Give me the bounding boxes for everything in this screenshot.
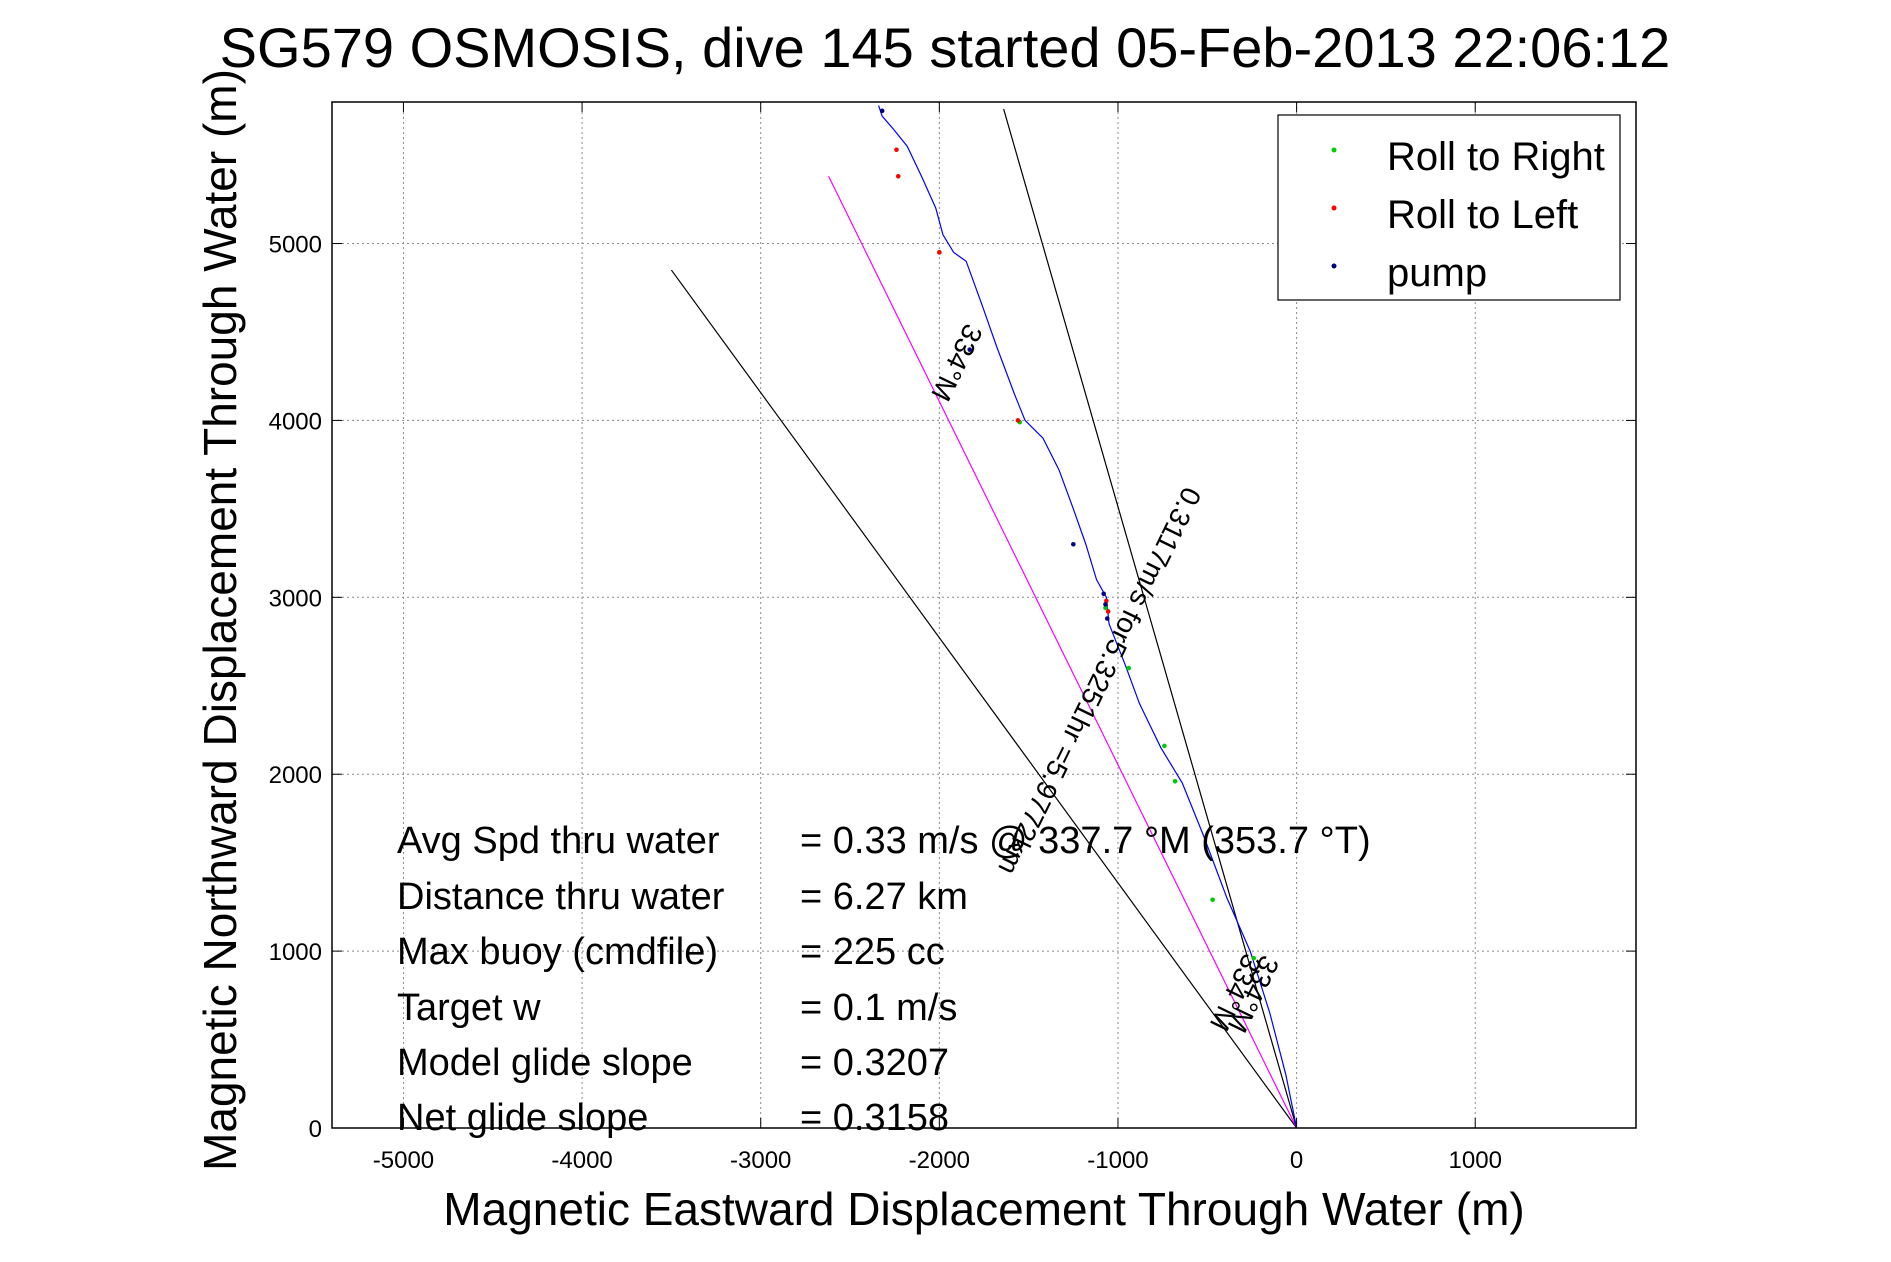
y-tick-label: 1000 [269, 939, 322, 966]
x-tick-label: -5000 [373, 1147, 434, 1174]
plot-frame [331, 101, 1637, 1129]
info-value-distance: = 6.27 km [800, 876, 968, 918]
y-tick-label: 4000 [269, 408, 322, 435]
point-pump [967, 347, 973, 352]
point-roll-to-left [1015, 418, 1021, 423]
info-value-max-buoy: = 225 cc [800, 931, 945, 973]
data-series [878, 105, 1298, 1129]
point-roll-to-left [937, 250, 942, 255]
legend-marker-roll-right [1331, 147, 1337, 153]
x-tick-label: -2000 [909, 1147, 970, 1174]
legend-marker-pump [1331, 263, 1337, 269]
info-block: Avg Spd thru water = 0.33 m/s @ 337.7 °M… [397, 820, 1371, 1139]
y-tick-label: 3000 [269, 585, 322, 612]
info-label-target-w: Target w [397, 987, 541, 1029]
point-roll-to-right [1126, 665, 1131, 671]
info-value-avg-speed: = 0.33 m/s @ 337.7 °M (353.7 °T) [800, 820, 1371, 862]
info-label-net-glide: Net glide slope [397, 1097, 648, 1139]
heading-line-left [670, 269, 1298, 1129]
point-roll-to-left [895, 173, 901, 179]
info-value-target-w: = 0.1 m/s [800, 987, 957, 1029]
dac-line [828, 176, 1298, 1129]
legend: Roll to Right Roll to Left pump [1277, 114, 1621, 301]
x-tick-label: -4000 [551, 1147, 612, 1174]
point-pump [1101, 591, 1106, 597]
chart-title: SG579 OSMOSIS, dive 145 started 05-Feb-2… [220, 16, 1671, 79]
point-roll-to-left [894, 147, 899, 153]
x-tick-label: 0 [1290, 1147, 1303, 1174]
y-axis-ticks: 0 1000 2000 3000 4000 5000 [269, 232, 1636, 1143]
heading-line-right [1003, 108, 1298, 1129]
y-tick-label: 2000 [269, 762, 322, 789]
legend-label-roll-left: Roll to Left [1387, 193, 1578, 237]
point-roll-to-left [1104, 598, 1109, 604]
reference-lines [670, 108, 1298, 1129]
point-pump [879, 108, 885, 114]
x-tick-label: -1000 [1087, 1147, 1148, 1174]
info-label-model-glide: Model glide slope [397, 1042, 693, 1084]
info-value-model-glide: = 0.3207 [800, 1042, 949, 1084]
point-pump [1071, 541, 1076, 547]
grid [332, 102, 1636, 1129]
info-label-distance: Distance thru water [397, 876, 725, 918]
track-line [878, 105, 1298, 1129]
x-tick-label: -3000 [730, 1147, 791, 1174]
y-axis-label: Magnetic Northward Displacement Through … [194, 69, 246, 1171]
point-roll-to-right [1103, 605, 1108, 611]
legend-label-pump: pump [1387, 251, 1487, 295]
legend-marker-roll-left [1331, 205, 1337, 211]
info-label-max-buoy: Max buoy (cmdfile) [397, 931, 718, 973]
info-value-net-glide: = 0.3158 [800, 1097, 949, 1139]
point-roll-to-right [1172, 778, 1178, 784]
x-axis-ticks: -5000 -4000 -3000 -2000 -1000 0 1000 [373, 102, 1502, 1174]
y-tick-label: 5000 [269, 232, 322, 259]
point-roll-to-right [1251, 955, 1257, 961]
point-pump [1104, 616, 1110, 621]
y-tick-label: 0 [309, 1116, 322, 1143]
info-label-avg-speed: Avg Spd thru water [397, 820, 720, 862]
point-roll-to-left [1105, 609, 1111, 614]
legend-label-roll-right: Roll to Right [1387, 135, 1605, 179]
x-axis-label: Magnetic Eastward Displacement Through W… [443, 1183, 1524, 1235]
x-tick-label: 1000 [1449, 1147, 1502, 1174]
point-roll-to-right [1162, 743, 1167, 749]
point-pump [1103, 602, 1108, 607]
point-roll-to-right [1210, 897, 1215, 903]
